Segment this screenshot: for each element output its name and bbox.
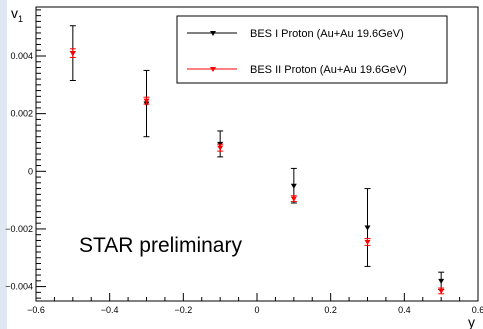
data-point <box>290 183 297 189</box>
data-point <box>364 239 371 245</box>
y-tick-label: −0.002 <box>5 224 33 234</box>
x-tick-label: −0.6 <box>27 305 45 315</box>
x-tick-label: 0.2 <box>324 305 337 315</box>
data-point <box>438 288 445 294</box>
legend-marker-bes1 <box>210 31 216 36</box>
data-point <box>364 225 371 231</box>
legend-marker-bes2 <box>210 67 216 72</box>
y-tick-label: 0.004 <box>10 51 33 61</box>
y-axis-title-subscript: 1 <box>18 14 23 24</box>
series-2 <box>69 48 445 295</box>
y-axis: −0.004 −0.002 0 0.002 0.004 <box>5 9 46 299</box>
x-axis: −0.6 −0.4 −0.2 0 0.2 0.4 0.6 <box>27 293 483 315</box>
annotation-star-preliminary: STAR preliminary <box>79 234 242 257</box>
data-point <box>438 278 445 284</box>
background-strip <box>0 0 7 329</box>
legend-box <box>176 15 448 84</box>
y-tick-label: 0.002 <box>10 109 33 119</box>
series-layer <box>69 25 445 295</box>
data-point <box>69 51 76 57</box>
x-tick-label: 0.4 <box>398 305 411 315</box>
x-tick-label: 0 <box>254 305 259 315</box>
data-point <box>290 196 297 202</box>
data-point <box>143 98 150 104</box>
y-tick-label: −0.004 <box>5 282 33 292</box>
y-tick-label: 0 <box>28 166 33 176</box>
x-tick-label: 0.6 <box>472 305 483 315</box>
x-tick-label: −0.4 <box>101 305 119 315</box>
y-axis-title: v1 <box>11 5 23 24</box>
data-point <box>217 145 224 151</box>
legend-label-bes1: BES I Proton (Au+Au 19.6GeV) <box>250 28 404 40</box>
legend-label-bes2: BES II Proton (Au+Au 19.6GeV) <box>250 64 407 76</box>
x-axis-title: y <box>468 314 475 329</box>
x-tick-label: −0.2 <box>174 305 192 315</box>
legend: BES I Proton (Au+Au 19.6GeV) BES II Prot… <box>176 15 448 84</box>
